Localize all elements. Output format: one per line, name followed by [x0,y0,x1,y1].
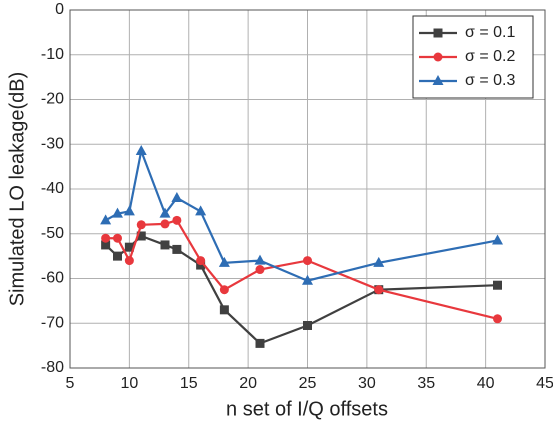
y-axis-label: Simulated LO leakage(dB) [6,72,28,307]
marker [255,338,265,348]
marker [302,274,313,285]
legend-text: σ = 0.1 [465,24,515,41]
y-tick-label: -80 [41,359,64,376]
marker [219,285,229,295]
x-axis-label: n set of I/Q offsets [226,398,388,420]
marker [303,320,312,330]
marker [432,75,444,85]
marker [171,191,183,202]
marker [195,205,207,216]
legend-text: σ = 0.3 [465,72,515,89]
y-tick-label: -20 [41,91,64,108]
y-tick-label: -40 [41,180,64,197]
marker [493,314,502,324]
x-tick-label: 45 [536,375,553,392]
x-tick-label: 25 [299,375,317,392]
marker [219,305,229,315]
marker [172,244,182,254]
x-tick-label: 30 [358,375,376,392]
marker [374,285,384,295]
x-tick-label: 35 [417,375,435,392]
marker [492,234,503,245]
marker [101,233,111,243]
y-tick-label: 0 [55,1,64,18]
marker [100,214,112,225]
marker [373,256,385,267]
marker [196,256,206,266]
x-tick-label: 15 [180,375,198,392]
marker [218,256,230,267]
marker [160,219,170,229]
plot-frame [69,9,546,369]
marker [135,144,147,155]
y-tick-label: -10 [41,46,64,63]
marker [159,207,171,218]
marker [113,233,122,243]
marker [172,215,182,225]
marker [124,242,134,252]
marker [136,220,146,230]
marker [113,251,122,261]
x-tick-label: 10 [120,375,138,392]
x-tick-label: 20 [239,375,257,392]
marker [493,280,502,290]
marker [433,52,443,62]
y-tick-label: -70 [41,314,64,331]
x-tick-label: 40 [477,375,495,392]
marker [112,207,123,218]
y-tick-label: -30 [41,135,64,152]
marker [123,205,135,216]
marker [101,240,111,250]
y-tick-label: -60 [41,270,64,287]
marker [124,256,134,266]
legend-text: σ = 0.2 [465,48,515,65]
marker [303,256,312,266]
x-tick-label: 5 [66,375,75,392]
marker [136,231,146,241]
series-line [105,219,498,320]
marker [160,240,170,250]
marker [433,28,443,38]
y-tick-label: -50 [41,225,64,242]
marker [254,254,266,265]
marker [255,265,265,275]
